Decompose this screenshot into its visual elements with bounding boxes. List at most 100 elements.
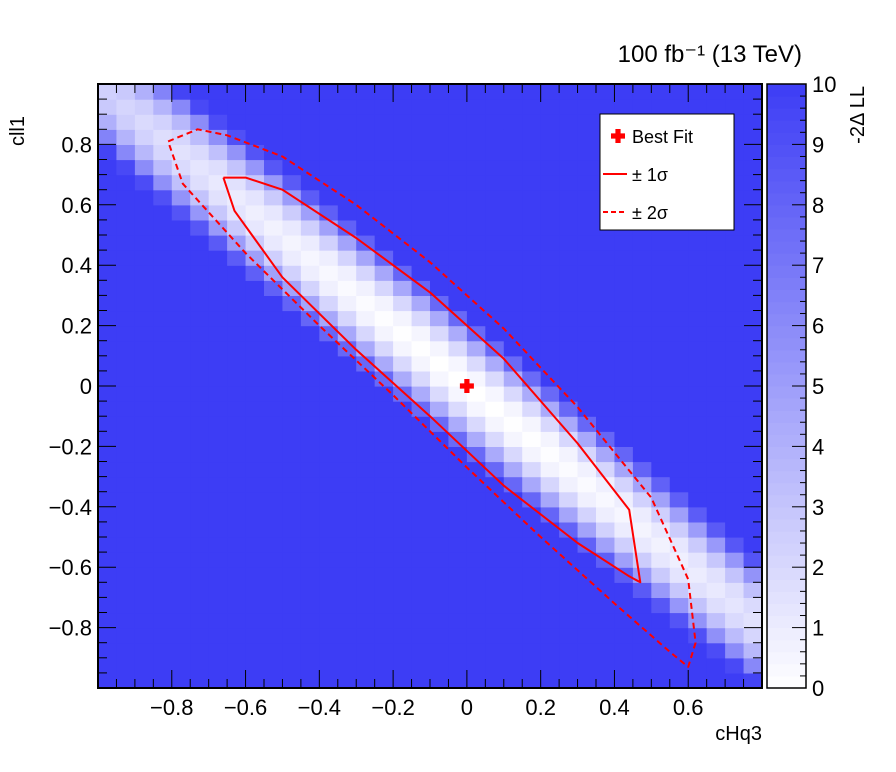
heatmap-cell	[374, 114, 394, 130]
heatmap-cell	[319, 657, 339, 674]
heatmap-cell	[264, 416, 284, 432]
heatmap-cell	[540, 657, 560, 674]
heatmap-cell	[466, 582, 486, 598]
heatmap-cell	[393, 597, 413, 614]
heatmap-cell	[171, 506, 191, 523]
heatmap-cell	[208, 386, 228, 402]
heatmap-cell	[651, 567, 671, 583]
heatmap-cell	[190, 642, 210, 659]
heatmap-cell	[706, 461, 726, 478]
heatmap-cell	[485, 521, 505, 538]
heatmap-cell	[300, 159, 320, 176]
heatmap-cell	[264, 386, 284, 402]
heatmap-cell	[264, 401, 284, 417]
heatmap-cell	[559, 461, 579, 478]
heatmap-cell	[300, 340, 320, 357]
heatmap-cell	[153, 537, 173, 553]
heatmap-cell	[688, 295, 708, 312]
heatmap-cell	[282, 537, 302, 553]
heatmap-cell	[153, 204, 173, 221]
colorbar-swatch	[767, 543, 806, 556]
heatmap-cell	[171, 114, 191, 130]
heatmap-cell	[245, 431, 265, 447]
heatmap-cell	[134, 114, 154, 130]
heatmap-cell	[503, 265, 523, 281]
heatmap-cell	[688, 537, 708, 553]
heatmap-cell	[245, 295, 265, 312]
heatmap-cell	[300, 552, 320, 568]
heatmap-cell	[374, 295, 394, 312]
colorbar-swatch	[767, 108, 806, 121]
heatmap-cell	[227, 401, 247, 417]
heatmap-cell	[98, 340, 118, 357]
heatmap-cell	[374, 476, 394, 493]
heatmap-cell	[245, 401, 265, 417]
heatmap-cell	[540, 219, 560, 236]
heatmap-cell	[651, 280, 671, 296]
heatmap-cell	[596, 84, 616, 100]
heatmap-cell	[245, 461, 265, 478]
heatmap-cell	[374, 386, 394, 402]
heatmap-cell	[356, 325, 376, 342]
heatmap-cell	[190, 521, 210, 538]
heatmap-cell	[319, 265, 339, 281]
heatmap-cell	[522, 325, 542, 342]
heatmap-cell	[98, 84, 118, 100]
heatmap-cell	[411, 235, 431, 251]
heatmap-cell	[264, 476, 284, 493]
heatmap-cell	[559, 295, 579, 312]
heatmap-cell	[411, 431, 431, 447]
heatmap-cell	[448, 446, 468, 463]
heatmap-cell	[651, 612, 671, 629]
heatmap-cell	[374, 521, 394, 538]
heatmap-cell	[485, 219, 505, 236]
heatmap-cell	[319, 642, 339, 659]
heatmap-cell	[614, 325, 634, 342]
heatmap-cell	[374, 537, 394, 553]
heatmap-cell	[264, 537, 284, 553]
heatmap-cell	[337, 627, 357, 644]
heatmap-cell	[725, 99, 745, 115]
heatmap-cell	[577, 567, 597, 583]
heatmap-cell	[632, 386, 652, 402]
heatmap-cell	[264, 521, 284, 538]
heatmap-cell	[337, 401, 357, 417]
heatmap-cell	[503, 219, 523, 236]
heatmap-cell	[300, 491, 320, 508]
heatmap-cell	[208, 612, 228, 629]
heatmap-cell	[337, 250, 357, 266]
heatmap-cell	[245, 355, 265, 372]
heatmap-cell	[116, 295, 136, 312]
heatmap-cell	[669, 325, 689, 342]
heatmap-cell	[430, 401, 450, 417]
heatmap-cell	[208, 506, 228, 523]
heatmap-cell	[134, 521, 154, 538]
heatmap-cell	[356, 219, 376, 236]
heatmap-cell	[356, 84, 376, 100]
heatmap-cell	[116, 612, 136, 629]
heatmap-cell	[522, 476, 542, 493]
heatmap-cell	[153, 310, 173, 327]
heatmap-cell	[319, 612, 339, 629]
heatmap-cell	[208, 446, 228, 463]
heatmap-cell	[190, 446, 210, 463]
heatmap-cell	[227, 552, 247, 568]
heatmap-cell	[651, 537, 671, 553]
heatmap-cell	[485, 144, 505, 161]
heatmap-cell	[577, 672, 597, 689]
heatmap-cell	[319, 506, 339, 523]
heatmap-cell	[153, 250, 173, 266]
heatmap-cell	[264, 189, 284, 206]
heatmap-cell	[116, 597, 136, 614]
heatmap-cell	[337, 144, 357, 161]
heatmap-cell	[356, 461, 376, 478]
heatmap-cell	[706, 612, 726, 629]
heatmap-cell	[264, 114, 284, 130]
heatmap-cell	[98, 325, 118, 342]
colorbar-swatch	[767, 555, 806, 568]
heatmap-cell	[706, 386, 726, 402]
heatmap-cell	[300, 114, 320, 130]
heatmap-cell	[577, 476, 597, 493]
heatmap-cell	[319, 340, 339, 357]
heatmap-cell	[393, 521, 413, 538]
